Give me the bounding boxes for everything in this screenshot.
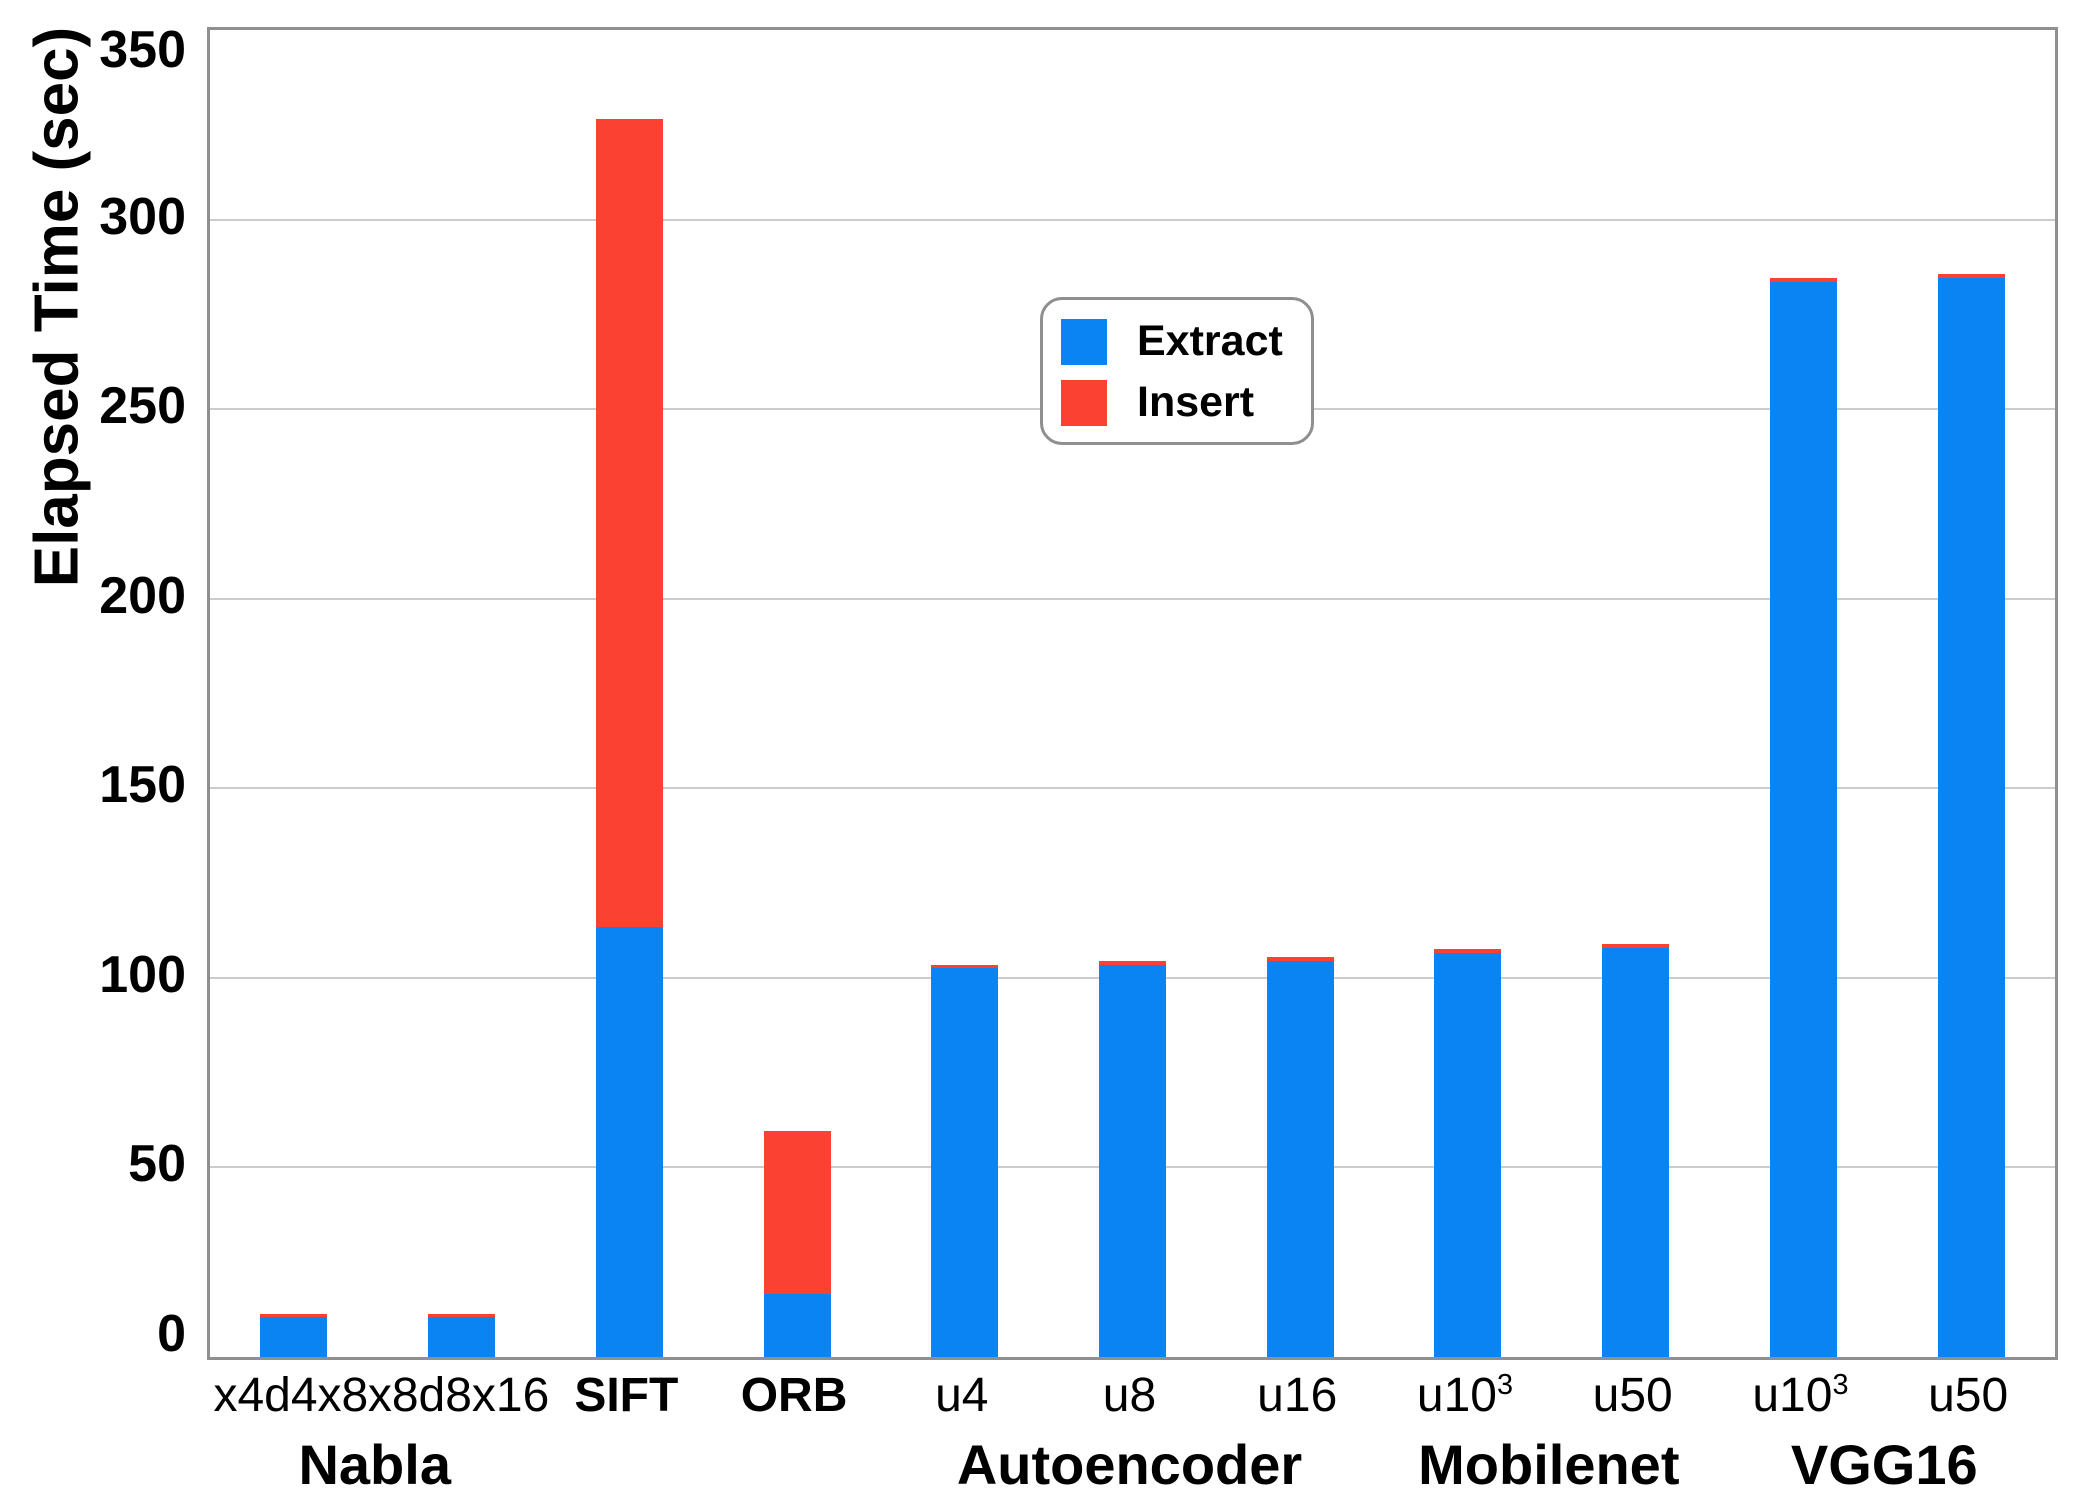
legend-item-insert: Insert bbox=[1061, 378, 1283, 427]
y-tick-label-350: 350 bbox=[99, 21, 186, 79]
bar-segment-extract bbox=[260, 1317, 328, 1357]
bar-segment-extract bbox=[1769, 282, 1837, 1357]
legend-swatch-insert bbox=[1061, 379, 1107, 426]
bar-segment-extract bbox=[1434, 953, 1502, 1357]
bar-segment-insert bbox=[1099, 960, 1166, 965]
x-tick-label-x4d4x8-0: x4d4x8 bbox=[213, 1369, 369, 1422]
x-tick-label-u8-5: u8 bbox=[1102, 1369, 1157, 1422]
y-gridline-200 bbox=[210, 597, 2055, 600]
legend-item-extract: Extract bbox=[1061, 317, 1283, 366]
legend-swatch-extract bbox=[1061, 318, 1107, 365]
bar-segment-insert bbox=[1769, 277, 1837, 283]
bar-u4-4 bbox=[931, 964, 999, 1357]
x-tick-label-u103-9: u103 bbox=[1752, 1369, 1849, 1422]
y-tick-label-0: 0 bbox=[157, 1305, 186, 1363]
x-group-label-vgg16: VGG16 bbox=[1790, 1433, 1978, 1496]
x-tick-label-x8d8x16-1: x8d8x16 bbox=[367, 1369, 550, 1422]
bar-segment-insert bbox=[1937, 273, 2005, 279]
y-tick-label-50: 50 bbox=[128, 1135, 186, 1194]
x-tick-label-SIFT-2: SIFT bbox=[574, 1369, 679, 1422]
legend-label-insert: Insert bbox=[1137, 378, 1255, 426]
bar-u50-10 bbox=[1937, 273, 2005, 1357]
x-group-label-mobilenet: Mobilenet bbox=[1418, 1433, 1680, 1496]
y-axis-title: Elapsed Time (sec) bbox=[22, 26, 92, 588]
bar-segment-insert bbox=[1266, 957, 1334, 961]
x-tick-label-u16-6: u16 bbox=[1257, 1369, 1338, 1422]
bar-segment-extract bbox=[595, 926, 663, 1357]
bar-segment-insert bbox=[595, 119, 663, 927]
bar-segment-insert bbox=[1602, 943, 1670, 948]
x-tick-label-u50-10: u50 bbox=[1928, 1369, 2009, 1422]
x-tick-label-u4-4: u4 bbox=[935, 1369, 989, 1422]
legend-label-extract: Extract bbox=[1137, 317, 1283, 365]
bar-u16-6 bbox=[1266, 957, 1334, 1357]
x-tick-label-u50-8: u50 bbox=[1592, 1369, 1673, 1422]
x-group-label-nabla: Nabla bbox=[298, 1433, 451, 1496]
bar-u50-8 bbox=[1602, 943, 1670, 1357]
bar-x4d4x8-0 bbox=[260, 1314, 328, 1357]
bar-segment-insert bbox=[931, 964, 999, 969]
x-tick-label-u103-7: u103 bbox=[1416, 1369, 1513, 1422]
legend: Extract Insert bbox=[1040, 297, 1314, 445]
bar-x8d8x16-1 bbox=[428, 1314, 496, 1357]
y-tick-label-300: 300 bbox=[99, 187, 186, 246]
bar-segment-extract bbox=[763, 1294, 831, 1357]
y-gridline-150 bbox=[210, 787, 2055, 790]
bar-segment-insert bbox=[428, 1314, 496, 1318]
bar-segment-extract bbox=[1266, 960, 1334, 1357]
y-tick-label-250: 250 bbox=[99, 377, 186, 436]
bar-u103-9 bbox=[1769, 277, 1837, 1357]
bar-ORB-3 bbox=[763, 1131, 831, 1357]
bar-segment-insert bbox=[763, 1131, 831, 1295]
y-gridline-300 bbox=[210, 218, 2055, 221]
bar-segment-extract bbox=[1937, 278, 2005, 1357]
y-tick-label-200: 200 bbox=[99, 566, 186, 625]
plot-area bbox=[207, 27, 2058, 1360]
bar-segment-extract bbox=[428, 1317, 496, 1357]
bar-u103-7 bbox=[1434, 949, 1502, 1357]
bar-segment-extract bbox=[1602, 947, 1670, 1357]
bar-segment-extract bbox=[931, 968, 999, 1357]
bar-u8-5 bbox=[1099, 960, 1166, 1357]
bar-segment-extract bbox=[1099, 964, 1166, 1357]
x-tick-label-ORB-3: ORB bbox=[740, 1369, 848, 1422]
y-tick-label-150: 150 bbox=[99, 756, 186, 815]
x-group-label-autoencoder: Autoencoder bbox=[956, 1433, 1303, 1496]
bar-segment-insert bbox=[260, 1314, 328, 1318]
bar-segment-insert bbox=[1434, 949, 1502, 954]
bar-SIFT-2 bbox=[595, 119, 663, 1357]
y-tick-label-100: 100 bbox=[99, 945, 186, 1004]
